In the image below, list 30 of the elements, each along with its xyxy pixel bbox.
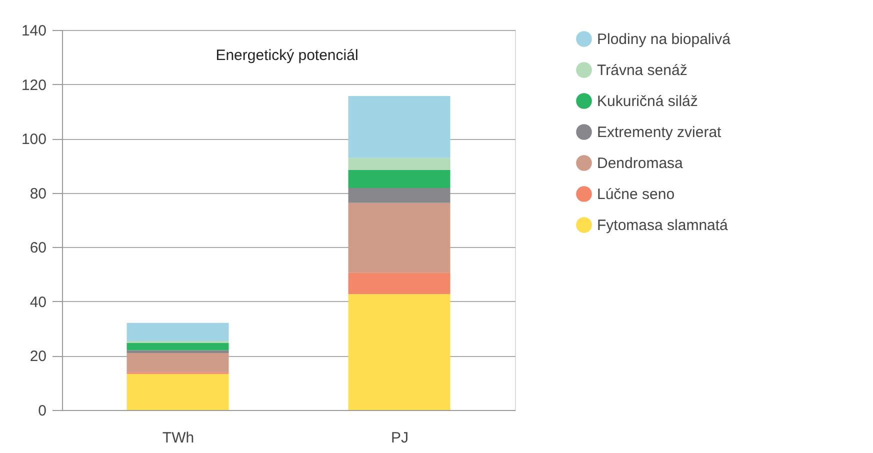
y-tick-label: 20 <box>30 348 46 366</box>
y-tick-label: 80 <box>30 185 46 202</box>
y-tick-label: 40 <box>30 294 46 311</box>
bar <box>348 294 450 410</box>
legend-label: Plodiny na biopalivá <box>597 31 732 48</box>
bar <box>348 158 450 170</box>
legend-label: Lúčne seno <box>597 186 675 203</box>
legend-label: Trávna senáž <box>597 62 688 79</box>
legend-label: Fytomasa slamnatá <box>597 217 729 234</box>
y-tick-label: 140 <box>21 22 46 40</box>
bar <box>126 322 229 342</box>
legend-label: Extrementy zvierat <box>597 124 722 141</box>
x-tick-label: TWh <box>162 430 194 446</box>
y-tick-label: 60 <box>30 240 46 257</box>
legend-label: Dendromasa <box>597 155 684 172</box>
bar <box>126 353 229 372</box>
bar <box>126 342 229 350</box>
bar <box>348 272 450 294</box>
bar <box>348 202 450 273</box>
bar <box>126 350 229 353</box>
bar <box>348 188 450 203</box>
legend-label: Kukuričná siláž <box>597 93 698 110</box>
text: Energetický potenciál <box>216 47 358 64</box>
x-tick-label: PJ <box>390 430 409 446</box>
bar <box>348 96 450 158</box>
y-tick-label: 120 <box>21 76 46 94</box>
bar <box>348 170 450 188</box>
y-tick-label: 0 <box>38 402 46 420</box>
y-tick-label: 100 <box>21 131 46 148</box>
bar <box>126 374 229 410</box>
